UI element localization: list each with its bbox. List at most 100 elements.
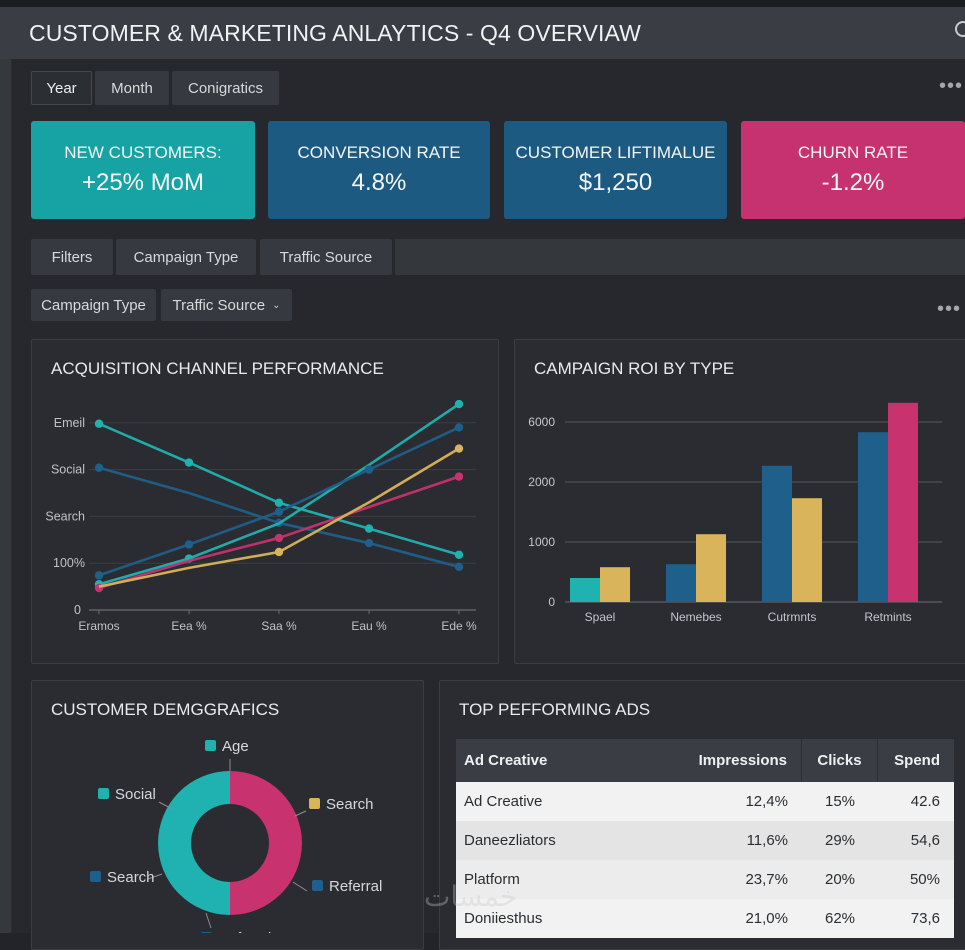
kpi-label: CUSTOMER LIFTIMALUE <box>515 143 716 162</box>
data-point-yellow <box>454 444 464 453</box>
column-header-spend[interactable]: Spend <box>894 752 940 769</box>
data-point-blue-decline <box>94 463 104 472</box>
cell-ad-creative: Platform <box>464 871 520 888</box>
data-point-pink <box>454 472 464 481</box>
leader-line <box>158 801 173 810</box>
cell-impressions: 11,6% <box>746 832 788 849</box>
kpi-label: NEW CUSTOMERS: <box>64 143 222 162</box>
top-ads-panel: TOP PEFFORMING ADS Ad Creative Impressio… <box>439 680 965 950</box>
data-point-pink <box>274 533 284 543</box>
x-tick-label: Retmints <box>864 610 911 624</box>
table-title: TOP PEFFORMING ADS <box>459 700 651 719</box>
kpi-conversion-rate: CONVERSION RATE 4.8% <box>268 121 490 219</box>
table-row[interactable]: Ad Creative 12,4% 15% 42.6 <box>456 782 954 821</box>
kpi-churn-rate: CHURN RATE -1.2% <box>741 121 965 219</box>
title-bar: CUSTOMER & MARKETING ANLAYTICS - Q4 OVER… <box>0 7 965 59</box>
kpi-value: $1,250 <box>578 169 653 196</box>
tab-year[interactable]: Year <box>31 71 92 105</box>
table-header: Ad Creative Impressions Clicks Spend <box>456 739 954 782</box>
window-control-icon[interactable] <box>955 21 965 37</box>
data-point-blue-rise <box>364 465 374 474</box>
tab-conigratics[interactable]: Conigratics <box>172 71 279 105</box>
filters-button[interactable]: Filters <box>31 239 113 275</box>
column-header-ad-creative[interactable]: Ad Creative <box>464 752 548 769</box>
series-line-teal-rise <box>98 403 460 586</box>
campaign-type-filter[interactable]: Campaign Type <box>116 239 256 275</box>
kpi-label: CONVERSION RATE <box>297 143 461 162</box>
cell-spend: 73,6 <box>910 910 940 927</box>
data-point-teal-decline <box>364 524 374 533</box>
legend-swatch <box>98 788 109 799</box>
data-point-teal-decline <box>454 550 464 559</box>
bar-secondary <box>696 534 726 602</box>
bar-secondary <box>792 498 822 602</box>
legend-label: Age <box>222 738 249 755</box>
y-tick-label: 1000 <box>528 535 555 549</box>
chart-title: CAMPAIGN ROI BY TYPE <box>534 359 735 378</box>
x-tick-label: Nemebes <box>670 610 721 624</box>
cell-impressions: 23,7% <box>745 871 788 888</box>
x-tick-label: Cutrmnts <box>768 610 817 624</box>
customer-demographics-chart: Age Social Search Search Referral Referral <box>90 738 382 933</box>
top-ads-table: Ad Creative Impressions Clicks Spend Ad … <box>456 739 954 938</box>
table-row[interactable]: Platform 23,7% 20% 50% <box>456 860 954 899</box>
legend-swatch <box>312 880 323 891</box>
traffic-source-dropdown[interactable]: Traffic Source ⌄ <box>161 289 292 321</box>
traffic-source-filter[interactable]: Traffic Source <box>260 239 392 275</box>
chart-title: ACQUISITION CHANNEL PERFORMANCE <box>51 359 384 378</box>
column-header-impressions[interactable]: Impressions <box>686 739 802 782</box>
legend-label: Search <box>326 796 374 813</box>
filter-bar-spacer <box>395 239 965 275</box>
data-point-yellow <box>274 547 284 557</box>
legend-swatch <box>309 798 320 809</box>
kpi-new-customers: NEW CUSTOMERS: +25% MoM <box>31 121 255 219</box>
table-row[interactable]: Doniiesthus 21,0% 62% 73,6 <box>456 899 954 938</box>
x-tick-label: Ede % <box>441 619 477 633</box>
kpi-value: -1.2% <box>821 169 885 196</box>
bar-primary <box>666 564 696 602</box>
y-tick-label: 100% <box>53 556 85 570</box>
table-row[interactable]: Daneezliators 11,6% 29% 54,6 <box>456 821 954 860</box>
bar-secondary <box>888 402 918 602</box>
y-tick-label: 2000 <box>528 475 555 489</box>
leader-line <box>147 873 163 880</box>
data-point-blue-rise <box>184 540 194 549</box>
more-horizontal-icon[interactable]: ••• <box>939 75 964 97</box>
campaign-type-dropdown[interactable]: Campaign Type <box>31 289 156 321</box>
series-line-pink <box>98 475 460 590</box>
kpi-customer-lifetime-value: CUSTOMER LIFTIMALUE $1,250 <box>504 121 727 219</box>
data-point-blue-decline <box>454 562 464 572</box>
watermark: خمسات <box>424 881 518 912</box>
cell-clicks: 29% <box>824 832 856 849</box>
data-point-blue-decline <box>364 538 374 548</box>
cell-spend: 54,6 <box>910 832 940 849</box>
column-header-clicks[interactable]: Clicks <box>802 739 878 782</box>
bar-primary <box>762 465 792 602</box>
more-horizontal-icon[interactable]: ••• <box>937 298 962 320</box>
bar-secondary <box>600 567 630 602</box>
acquisition-channel-chart: 0 100% Search Social Emeil Eramos Eea % Saa % Ea… <box>45 399 477 633</box>
legend-label: Referral <box>329 878 382 895</box>
donut-slice-referral <box>230 771 302 915</box>
x-tick-label: Eea % <box>171 619 207 633</box>
chart-title: CUSTOMER DEMGGRAFICS <box>51 700 280 719</box>
y-tick-label: Search <box>45 509 85 523</box>
bar-primary <box>570 578 600 602</box>
bar-primary <box>858 432 888 602</box>
x-tick-label: Eramos <box>78 619 119 633</box>
tab-month[interactable]: Month <box>95 71 169 105</box>
legend-swatch <box>90 871 101 882</box>
kpi-label: CHURN RATE <box>797 143 909 162</box>
y-tick-label: 6000 <box>528 415 555 429</box>
leader-line <box>292 881 308 892</box>
y-tick-label: 0 <box>74 603 81 617</box>
legend-label: Referral <box>218 930 271 933</box>
leader-line <box>294 810 307 817</box>
data-point-teal-decline <box>274 498 284 508</box>
y-tick-label: Emeil <box>54 416 85 430</box>
kpi-value: 4.8% <box>351 169 407 196</box>
traffic-source-dropdown-label: Traffic Source <box>172 296 266 314</box>
cell-impressions: 12,4% <box>745 793 788 810</box>
sidebar <box>0 59 12 933</box>
data-point-blue-rise <box>94 571 104 580</box>
